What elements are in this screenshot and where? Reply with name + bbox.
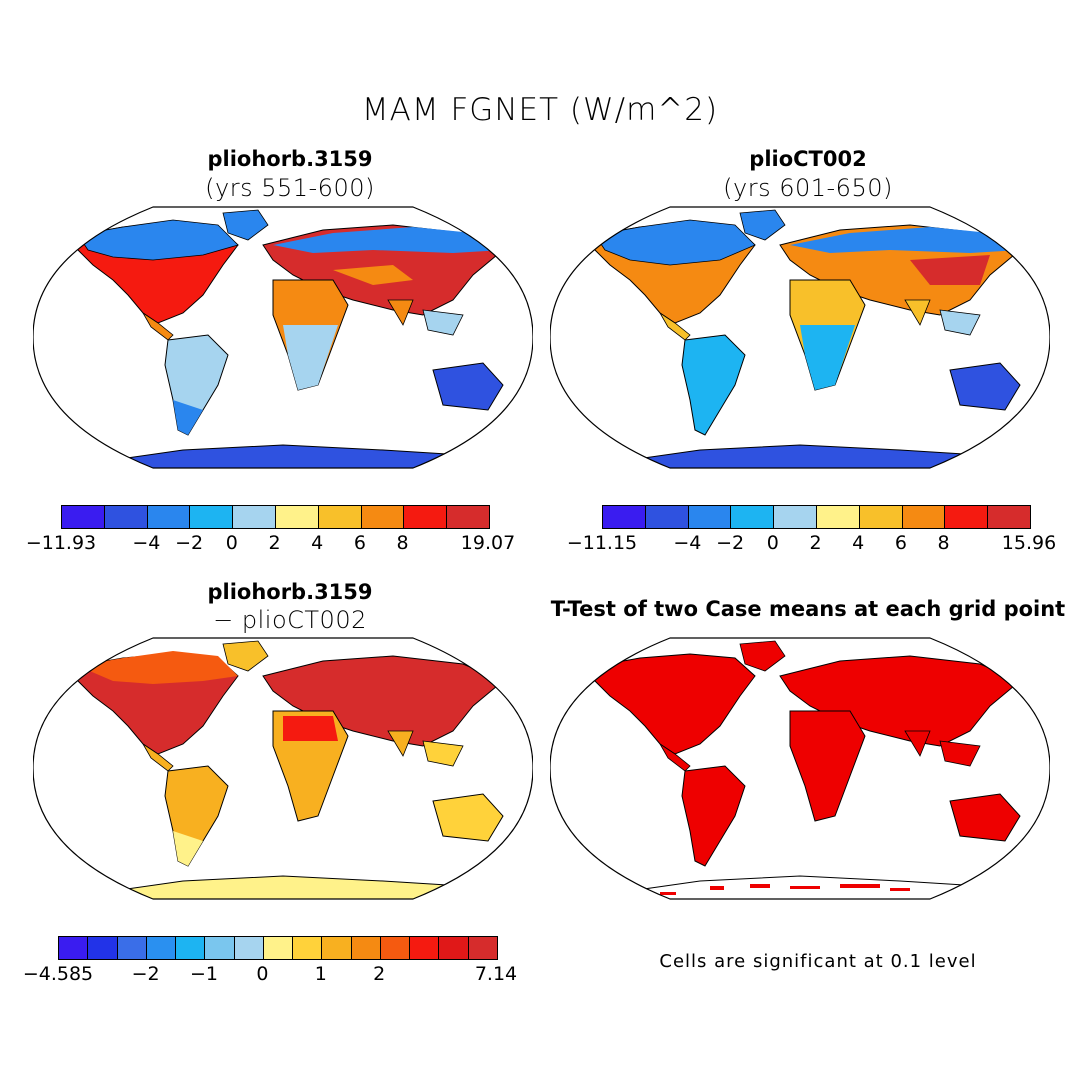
- colorbar-tick-label: 8: [937, 532, 950, 554]
- colorbar-swatch: [322, 937, 352, 959]
- greenland: [222, 209, 269, 241]
- colorbar-tick-label: 4: [852, 532, 865, 554]
- colorbar-swatch: [233, 506, 276, 528]
- colorbar-swatch: [774, 506, 817, 528]
- panel3-title: pliohorb.3159: [207, 580, 373, 604]
- colorbar-swatch: [447, 506, 489, 528]
- colorbar-swatch: [293, 937, 323, 959]
- panel1-subtitle: (yrs 551-600): [205, 174, 375, 202]
- colorbar-swatch: [117, 937, 147, 959]
- colorbar-tick-label: −1: [189, 963, 219, 985]
- colorbar-swatch: [688, 506, 732, 528]
- figure-title: MAM FGNET (W/m^2): [361, 92, 719, 128]
- panel2-subtitle: (yrs 601-650): [723, 174, 893, 202]
- colorbar-swatch: [731, 506, 775, 528]
- north-america-north: [77, 219, 239, 261]
- colorbar-tick-label: 6: [353, 532, 366, 554]
- colorbar-tick-label: 2: [268, 532, 281, 554]
- colorbar-tick-label: −2: [131, 963, 160, 985]
- colorbar-swatch: [275, 506, 319, 528]
- colorbar-swatch: [88, 937, 118, 959]
- colorbar-swatch: [361, 506, 405, 528]
- colorbar-swatch: [146, 937, 177, 959]
- colorbar-swatch: [234, 937, 264, 959]
- map-difference: [33, 637, 533, 900]
- colorbar-tick-label: 2: [373, 963, 386, 985]
- colorbar-swatch: [603, 506, 646, 528]
- colorbar-tick-label: 15.96: [1001, 532, 1057, 554]
- panel3-subtitle: − plioCT002: [213, 606, 367, 634]
- colorbar-swatch: [104, 506, 148, 528]
- colorbar-tick-label: 7.14: [474, 963, 518, 985]
- colorbar-tick-label: −4: [132, 532, 161, 554]
- colorbar-tick-label: 2: [809, 532, 822, 554]
- colorbar-swatch: [318, 506, 362, 528]
- colorbar-swatch: [902, 506, 946, 528]
- colorbar-tick-label: −11.15: [566, 532, 638, 554]
- colorbar-tick-label: −11.93: [25, 532, 97, 554]
- colorbar-tick-label: 0: [225, 532, 238, 554]
- colorbar-swatch: [988, 506, 1030, 528]
- panel4-title: T-Test of two Case means at each grid po…: [550, 597, 1066, 621]
- map-plioCT002: [550, 206, 1050, 469]
- colorbar-tick-label: −2: [716, 532, 745, 554]
- colorbar-swatch: [404, 506, 448, 528]
- colorbar-swatch: [263, 937, 294, 959]
- colorbar-difference: [58, 936, 498, 960]
- colorbar-swatch: [859, 506, 903, 528]
- colorbar-swatch: [816, 506, 860, 528]
- central-america: [142, 312, 174, 341]
- colorbar-swatch: [351, 937, 381, 959]
- colorbar-swatch: [468, 937, 497, 959]
- colorbar-swatch: [62, 506, 105, 528]
- colorbar-swatch: [645, 506, 689, 528]
- colorbar-swatch: [147, 506, 191, 528]
- australia: [432, 362, 504, 411]
- significance-note: Cells are significant at 0.1 level: [659, 951, 977, 972]
- colorbar-swatch: [59, 937, 89, 959]
- colorbar-tick-label: 8: [396, 532, 409, 554]
- colorbar-swatch: [439, 937, 469, 959]
- antarctica: [92, 444, 504, 468]
- colorbar-tick-label: 0: [256, 963, 269, 985]
- colorbar-tick-label: 19.07: [460, 532, 516, 554]
- colorbar-swatch: [380, 937, 411, 959]
- colorbar-swatch: [205, 937, 235, 959]
- map-pliohorb: [33, 206, 533, 469]
- colorbar-tick-label: 0: [766, 532, 779, 554]
- colorbar-tick-label: −2: [175, 532, 204, 554]
- colorbar-tick-label: 1: [314, 963, 327, 985]
- colorbar-tick-label: 4: [311, 532, 324, 554]
- panel1-title: pliohorb.3159: [207, 147, 373, 171]
- colorbar-swatch: [945, 506, 989, 528]
- colorbar-swatch: [176, 937, 206, 959]
- colorbar-tick-label: 6: [894, 532, 907, 554]
- map-significance: [550, 637, 1050, 900]
- colorbar-swatch: [410, 937, 440, 959]
- colorbar-pliohorb: [61, 505, 490, 529]
- colorbar-tick-label: −4: [673, 532, 702, 554]
- colorbar-tick-label: −4.585: [22, 963, 94, 985]
- colorbar-plioCT002: [602, 505, 1031, 529]
- panel2-title: plioCT002: [749, 147, 867, 171]
- colorbar-swatch: [190, 506, 234, 528]
